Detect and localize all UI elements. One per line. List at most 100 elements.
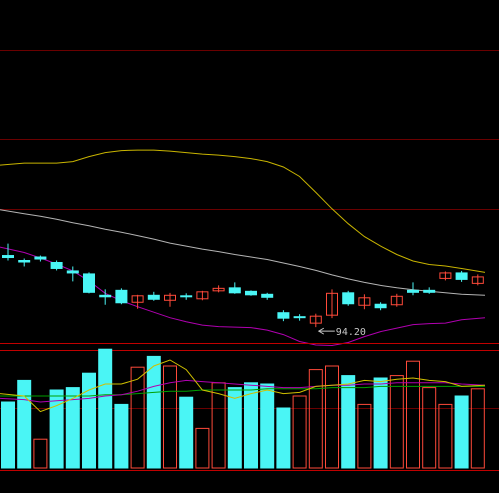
candle-body — [131, 295, 144, 303]
candle — [196, 290, 209, 301]
candle-body — [455, 272, 468, 280]
volume-bar-down — [341, 375, 356, 469]
volume-bar-down — [82, 372, 96, 469]
low-price-annotation: 94.20 — [317, 327, 366, 338]
volume-bar-down — [114, 403, 129, 469]
candle — [18, 258, 31, 267]
volume-bar-down — [244, 382, 258, 469]
candle — [309, 313, 322, 328]
volume-bar-series — [1, 348, 485, 469]
candle-body — [18, 260, 31, 263]
candle — [293, 314, 306, 321]
candle-body — [212, 287, 225, 292]
volume-bar-down — [260, 383, 275, 469]
volume-bar-down — [65, 387, 80, 469]
candle-body — [326, 292, 338, 316]
lower-band-line — [0, 246, 486, 347]
candle — [34, 255, 47, 262]
candle — [164, 292, 176, 307]
volume-bar-up — [130, 366, 145, 469]
candle-body — [66, 270, 79, 274]
candle-body — [180, 295, 193, 298]
candle — [390, 293, 403, 307]
candle — [471, 274, 484, 286]
volume-bar-up — [422, 387, 437, 469]
candle-body — [228, 287, 241, 294]
candle-body — [390, 295, 403, 306]
volume-bar-up — [163, 365, 177, 469]
volume-bar-up — [308, 369, 323, 469]
candle — [115, 288, 128, 305]
candle-body — [196, 291, 209, 300]
candle-body — [293, 316, 306, 319]
volume-moving-averages — [0, 359, 486, 413]
panel-separators — [0, 343, 499, 471]
candlestick-series — [2, 243, 484, 328]
volume-bar-up — [470, 388, 485, 469]
annotation-arrowhead — [317, 327, 325, 335]
volume-bar-down — [146, 355, 161, 469]
candle-body — [261, 293, 274, 298]
candle-body — [423, 289, 436, 293]
candle — [423, 287, 436, 294]
candle-body — [99, 294, 112, 298]
candle — [407, 282, 419, 296]
upper-band-line — [0, 149, 486, 273]
candle-body — [358, 297, 371, 306]
candle-body — [439, 272, 452, 279]
volume-bar-down — [276, 407, 291, 469]
candle-body — [309, 315, 322, 324]
candle — [180, 293, 193, 300]
candle — [212, 285, 225, 293]
candle — [277, 310, 290, 322]
candle-body — [50, 261, 63, 269]
candle-body — [342, 292, 355, 305]
candle-body — [2, 255, 14, 259]
volume-bar-down — [373, 377, 388, 469]
candle-body — [164, 294, 176, 301]
volume-bar-up — [33, 438, 48, 469]
candle — [83, 272, 95, 294]
volume-bar-up — [211, 382, 226, 469]
middle-band-line — [0, 209, 486, 296]
candle — [147, 291, 160, 301]
candle-body — [374, 303, 387, 309]
candle — [261, 292, 274, 300]
volume-ma-fast-line — [0, 359, 486, 413]
candle — [374, 302, 387, 311]
candle-body — [147, 294, 160, 300]
candle-body — [277, 312, 290, 319]
candle — [342, 290, 355, 306]
candle — [131, 294, 144, 309]
candle — [66, 266, 79, 282]
candle-body — [245, 290, 257, 296]
candle — [455, 270, 468, 282]
volume-bar-down — [454, 395, 469, 469]
volume-bar-down — [227, 387, 242, 469]
candle — [228, 282, 241, 294]
volume-bar-up — [195, 427, 210, 469]
volume-bar-up — [438, 403, 453, 469]
candle — [358, 294, 371, 310]
candle — [2, 243, 14, 261]
volume-bar-up — [389, 375, 404, 469]
volume-bar-down — [17, 379, 32, 469]
bollinger-bands — [0, 149, 486, 347]
volume-bar-down — [49, 389, 64, 469]
candle — [439, 271, 452, 281]
volume-bar-down — [179, 396, 194, 469]
volume-bar-down — [98, 348, 113, 469]
candle-body — [34, 256, 47, 260]
volume-bar-up — [357, 403, 372, 469]
candle-body — [407, 289, 419, 293]
volume-bar-up — [325, 365, 339, 469]
candle — [326, 289, 338, 319]
candle-body — [471, 276, 484, 284]
price-gridlines — [0, 50, 499, 210]
volume-bar-up — [406, 360, 420, 469]
candle — [50, 260, 63, 271]
volume-bar-down — [1, 401, 15, 469]
candle-body — [83, 273, 95, 293]
candle-body — [115, 289, 128, 304]
